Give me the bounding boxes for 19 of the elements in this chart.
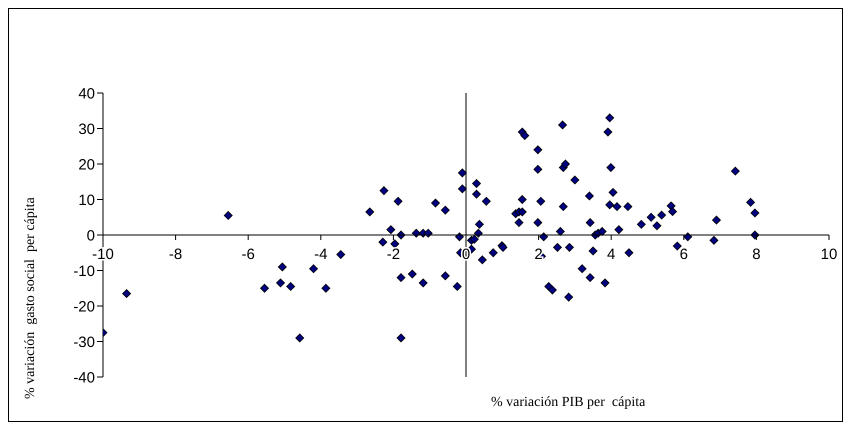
y-tick-label: -30	[73, 334, 95, 351]
x-tick-label: -4	[314, 246, 328, 263]
x-tick-label: 6	[680, 246, 688, 263]
x-tick-label: -6	[242, 246, 255, 263]
y-tick-label: -40	[73, 369, 95, 386]
x-tick-label: 10	[820, 246, 838, 263]
y-tick-label: -10	[73, 262, 95, 280]
y-tick-label: 40	[78, 85, 95, 102]
y-tick-label: 30	[78, 120, 95, 138]
x-tick-label: -8	[168, 246, 182, 263]
x-axis-title: % variación PIB per cápita	[491, 395, 646, 411]
y-tick-label: 0	[86, 227, 95, 244]
y-tick-label: -20	[73, 298, 95, 316]
y-axis-title: % variación gasto social per cápita	[23, 197, 39, 399]
x-tick-label: -2	[386, 246, 400, 263]
y-tick-label: 10	[78, 192, 95, 209]
x-tick-label: 4	[607, 246, 616, 263]
x-tick-label: 8	[752, 246, 761, 263]
y-tick-label: 20	[78, 156, 95, 174]
